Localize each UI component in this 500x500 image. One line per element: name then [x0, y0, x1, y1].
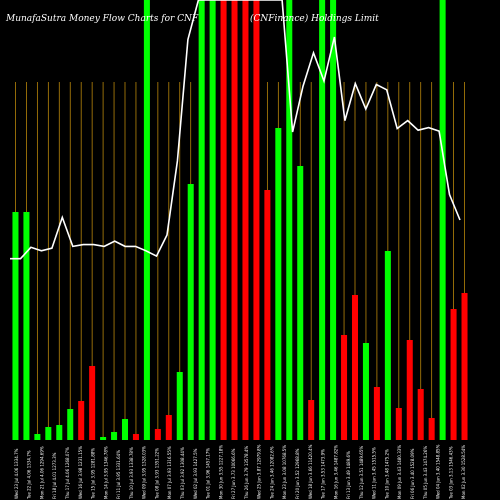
x-tick-label: Fri 11 Jul 3.95 1331.64% [116, 450, 121, 499]
money-flow-bar [56, 425, 63, 440]
x-tick-label: Fri 13 Jun 3.49 1489.6% [346, 451, 351, 499]
x-tick-label: Wed 11 Jun 3.45 1515.5% [372, 447, 377, 499]
money-flow-bar [231, 0, 238, 440]
x-tick-label: Mon 23 Jun 3.08 10768.5% [282, 445, 287, 499]
money-flow-bar [395, 408, 402, 440]
x-tick-label: Mon 07 Jul 3.93 1316.55% [167, 446, 172, 499]
x-tick-label: Wed 18 Jun 3.66 11420.4% [308, 444, 313, 499]
x-tick-label: Tue 15 Jul 3.95 1281.88% [91, 448, 96, 500]
money-flow-bar [275, 128, 282, 440]
money-flow-bar [143, 0, 150, 440]
x-tick-label: Fri 20 Jun 3.52 12968.8% [295, 448, 300, 499]
x-tick-label: Mon 02 Jun 3.30 1528.54% [461, 445, 466, 499]
money-flow-bar [417, 389, 424, 440]
money-flow-bar [187, 184, 194, 440]
money-flow-bar [78, 401, 85, 440]
x-tick-label: Mon 14 Jul 3.95 1346.78% [103, 446, 108, 499]
money-flow-bar [264, 190, 271, 440]
money-flow-bar [406, 340, 413, 440]
money-flow-bar [308, 400, 315, 440]
bars [12, 0, 468, 440]
money-flow-bar [12, 212, 19, 440]
money-flow-bar [319, 0, 326, 440]
money-flow-bar [450, 309, 457, 440]
money-flow-bar [100, 437, 107, 440]
money-flow-bar [111, 432, 118, 440]
x-tick-label: Thu 17 Jul 4.06 1268.07% [65, 447, 70, 500]
money-flow-bar [461, 293, 468, 440]
x-tick-label: Mon 30 Jun 3.55 1227.18% [218, 445, 223, 499]
x-tick-label: Mon 09 Jun 3.43 1480.33% [397, 445, 402, 499]
x-tick-label: Thu 12 Jun 3.51 1489.65% [359, 446, 364, 500]
money-flow-bar [362, 343, 369, 440]
money-flow-bar [253, 0, 260, 440]
money-flow-bar [341, 335, 348, 440]
chart-titles: MunafaSutra Money Flow Charts for CNF (C… [5, 13, 379, 24]
money-flow-bar [209, 0, 216, 440]
money-flow-bar [121, 419, 129, 440]
money-flow-bar [220, 0, 227, 440]
x-tick-label: Fri 18 Jul 4.01 1273.3% [52, 452, 57, 499]
money-flow-bar [198, 0, 205, 440]
x-tick-label: Tue 01 Jul 3.96 1457.17% [206, 448, 211, 500]
x-tick-label: Wed 09 Jul 3.95 1328.03% [142, 446, 147, 499]
money-flow-bar [154, 429, 161, 440]
x-tick-label: Tue 08 Jul 3.93 1351.22% [154, 448, 159, 500]
x-tick-label: Wed 16 Jul 3.98 1231.15% [78, 446, 83, 499]
money-flow-bar [297, 166, 304, 440]
x-tick-label: Tue 22 Jul 4.06 1334.7% [27, 450, 32, 500]
x-tick-label: Fri 27 Jun 3.73 10066.6% [231, 448, 236, 499]
price-line-path [10, 0, 461, 260]
money-flow-bar [439, 0, 446, 440]
x-tick-label: Thu 03 Jul 3.92 1308.44% [180, 447, 185, 500]
x-tick-label: Tue 10 Jun 3.48 1475.2% [384, 449, 389, 500]
x-tick-label: Wed 04 Jun 3.40 1548.85% [436, 444, 441, 499]
money-flow-bar [67, 409, 74, 440]
money-flow-bar [330, 0, 337, 440]
x-tick-label: Thu 10 Jul 3.93 1338.78% [129, 447, 134, 500]
x-tick-label: Mon 16 Jun 3.46 1487.82% [333, 445, 338, 499]
money-flow-bar [45, 427, 52, 440]
money-flow-bar [176, 372, 183, 440]
x-tick-label: Mon 21 Jul 4.06 1294.69% [39, 446, 44, 499]
chart-title-right: (CNFinance) Holdings Limit [250, 13, 379, 24]
price-line [10, 0, 461, 260]
x-tick-label: Wed 23 Jul 4.06 1334.7% [14, 448, 19, 499]
chart-title-left: MunafaSutra Money Flow Charts for CNF [5, 14, 199, 24]
x-tick-labels: Wed 23 Jul 4.06 1334.7% Tue 22 Jul 4.06 1… [14, 444, 466, 500]
money-flow-bar [165, 415, 172, 440]
x-tick-label: Fri 06 Jun 3.40 1528.09% [410, 448, 415, 499]
money-flow-bar [34, 434, 41, 440]
money-flow-bar [373, 387, 380, 440]
x-tick-label: Tue 03 Jun 3.13 1546.43% [448, 446, 453, 500]
money-flow-bar [428, 418, 435, 440]
money-flow-bar [384, 251, 391, 440]
money-flow-bar [23, 212, 30, 440]
money-flow-bar [89, 366, 96, 440]
x-tick-label: Wed 25 Jun 3.87 12979.8% [257, 444, 262, 499]
money-flow-bar [132, 434, 139, 440]
money-flow-bar [286, 0, 293, 440]
x-tick-label: Thu 26 Jun 3.79 13578.4% [244, 446, 249, 500]
x-tick-label: Wed 02 Jul 3.93 1427.5% [193, 448, 198, 499]
x-tick-label: Tue 17 Jun 3.53 1473.9% [321, 449, 326, 500]
money-flow-bar [242, 0, 249, 440]
money-flow-bar [351, 295, 359, 440]
x-tick-label: Thu 05 Jun 3.43 1474.26% [423, 446, 428, 500]
x-tick-label: Tue 24 Jun 3.46 12082.6% [269, 446, 274, 500]
